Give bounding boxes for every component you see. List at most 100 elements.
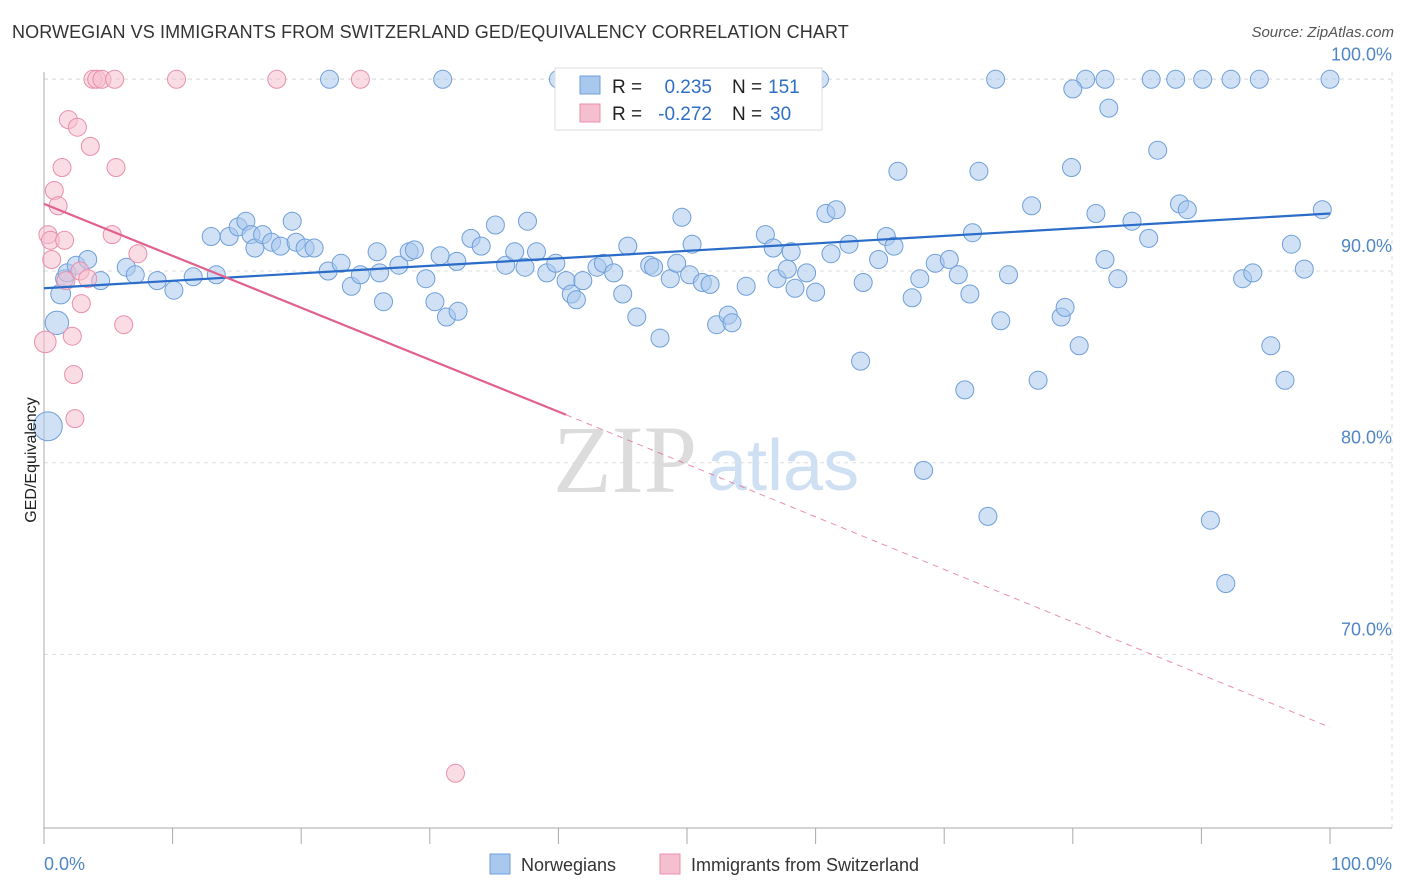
norwegian-point <box>573 271 593 291</box>
norwegian-point <box>1249 69 1269 89</box>
norwegian-point <box>201 227 221 246</box>
x-axis-ticks <box>43 828 1331 844</box>
norwegian-point <box>404 240 424 260</box>
swiss-point <box>71 294 91 314</box>
y-tick-label: 80.0% <box>1341 428 1392 448</box>
stats-n-label-2: N = <box>732 104 762 125</box>
norwegian-point <box>618 236 638 256</box>
norwegian-point <box>939 250 959 269</box>
norwegian-point <box>271 236 291 256</box>
norwegian-point <box>1275 370 1295 390</box>
norwegian-point <box>282 211 302 231</box>
stats-swatch-pink <box>579 103 601 123</box>
norwegian-point <box>963 223 982 243</box>
norwegian-point <box>902 288 922 308</box>
stats-n-value-2: 30 <box>770 104 791 125</box>
norwegian-point <box>1055 297 1075 317</box>
norwegian-point <box>1141 69 1161 89</box>
norwegian-point <box>682 234 702 254</box>
norwegian-point <box>1148 140 1168 160</box>
norwegian-point <box>1294 259 1314 279</box>
stats-r-label-1: R = <box>612 77 642 98</box>
norwegian-point <box>777 259 797 279</box>
y-tick-labels: 70.0% 80.0% 90.0% 100.0% <box>1331 44 1392 639</box>
norwegian-point <box>1193 69 1213 89</box>
norwegian-point <box>374 292 393 312</box>
source-note: Source: ZipAtlas.com <box>1251 24 1394 41</box>
norwegian-point <box>650 328 670 348</box>
norwegian-point <box>1028 370 1048 390</box>
norwegian-point <box>1095 250 1115 269</box>
swiss-point <box>65 409 85 429</box>
swiss-point <box>128 244 148 264</box>
norwegian-point <box>853 273 873 292</box>
trend-lines <box>43 202 1331 728</box>
norwegian-point <box>763 238 783 258</box>
norwegian-point <box>948 265 968 285</box>
norwegian-point <box>164 280 184 300</box>
swiss-point <box>267 69 287 89</box>
norwegian-point <box>367 242 387 262</box>
svg-text:ZIP: ZIP <box>553 406 697 513</box>
norwegian-point <box>978 506 998 526</box>
norwegian-point <box>884 236 904 256</box>
norwegian-point <box>806 282 826 302</box>
norwegian-point <box>546 253 566 273</box>
norwegian-point <box>505 242 525 262</box>
norwegian-point <box>183 267 203 287</box>
norwegian-point <box>888 161 908 181</box>
norwegian-point <box>960 284 980 304</box>
norwegian-point <box>851 351 871 371</box>
norwegian-point <box>969 161 989 181</box>
norwegian-point <box>1063 79 1083 99</box>
svg-text:atlas: atlas <box>707 426 859 506</box>
legend-swatch-swiss <box>659 853 681 875</box>
norwegian-point <box>566 290 586 310</box>
norwegian-point <box>1312 200 1332 220</box>
norwegian-point <box>389 255 409 275</box>
chart-title: NORWEGIAN VS IMMIGRANTS FROM SWITZERLAND… <box>12 22 849 42</box>
norwegian-point <box>447 251 467 271</box>
stats-n-value-1: 151 <box>768 77 800 98</box>
swiss-point <box>446 763 465 783</box>
norwegian-point <box>797 263 817 283</box>
norwegian-point <box>33 411 63 442</box>
y-tick-label: 100.0% <box>1331 44 1392 64</box>
norwegian-point <box>416 269 436 289</box>
norwegian-point <box>448 301 468 321</box>
norwegian-point <box>206 265 226 285</box>
zipatlas-watermark: ZIP atlas <box>553 406 859 513</box>
norwegian-point <box>781 242 801 262</box>
norwegian-point <box>700 274 720 294</box>
norwegian-point <box>627 307 647 327</box>
norwegian-point <box>986 69 1006 89</box>
norwegian-point <box>1200 510 1220 530</box>
stats-r-label-2: R = <box>612 104 642 125</box>
norwegian-point <box>1261 336 1281 356</box>
y-tick-label: 90.0% <box>1341 236 1392 256</box>
swiss-point <box>62 326 82 346</box>
swiss-point <box>55 230 75 250</box>
swiss-point <box>56 271 76 291</box>
swiss-point <box>67 117 87 137</box>
swiss-point <box>167 69 186 89</box>
norwegian-point <box>518 211 537 231</box>
stats-box: R = 0.235 N = 151 R = -0.272 N = 30 <box>554 67 823 131</box>
y-axis-label: GED/Equivalency <box>23 397 40 522</box>
norwegian-point <box>955 380 975 400</box>
norwegian-point <box>1022 196 1042 216</box>
norwegian-point <box>1216 574 1236 593</box>
norwegian-point <box>722 313 742 333</box>
norwegian-point <box>527 242 546 262</box>
norwegian-point <box>1166 69 1186 89</box>
swiss-point <box>80 136 100 156</box>
norwegian-point <box>1062 158 1081 177</box>
norwegian-point <box>471 236 491 256</box>
norwegian-point <box>826 200 846 220</box>
swiss-point <box>105 69 125 89</box>
norwegian-point <box>672 207 692 227</box>
legend-swatch-norwegians <box>489 853 511 875</box>
norwegian-point <box>914 460 934 480</box>
norwegian-point <box>320 69 339 89</box>
